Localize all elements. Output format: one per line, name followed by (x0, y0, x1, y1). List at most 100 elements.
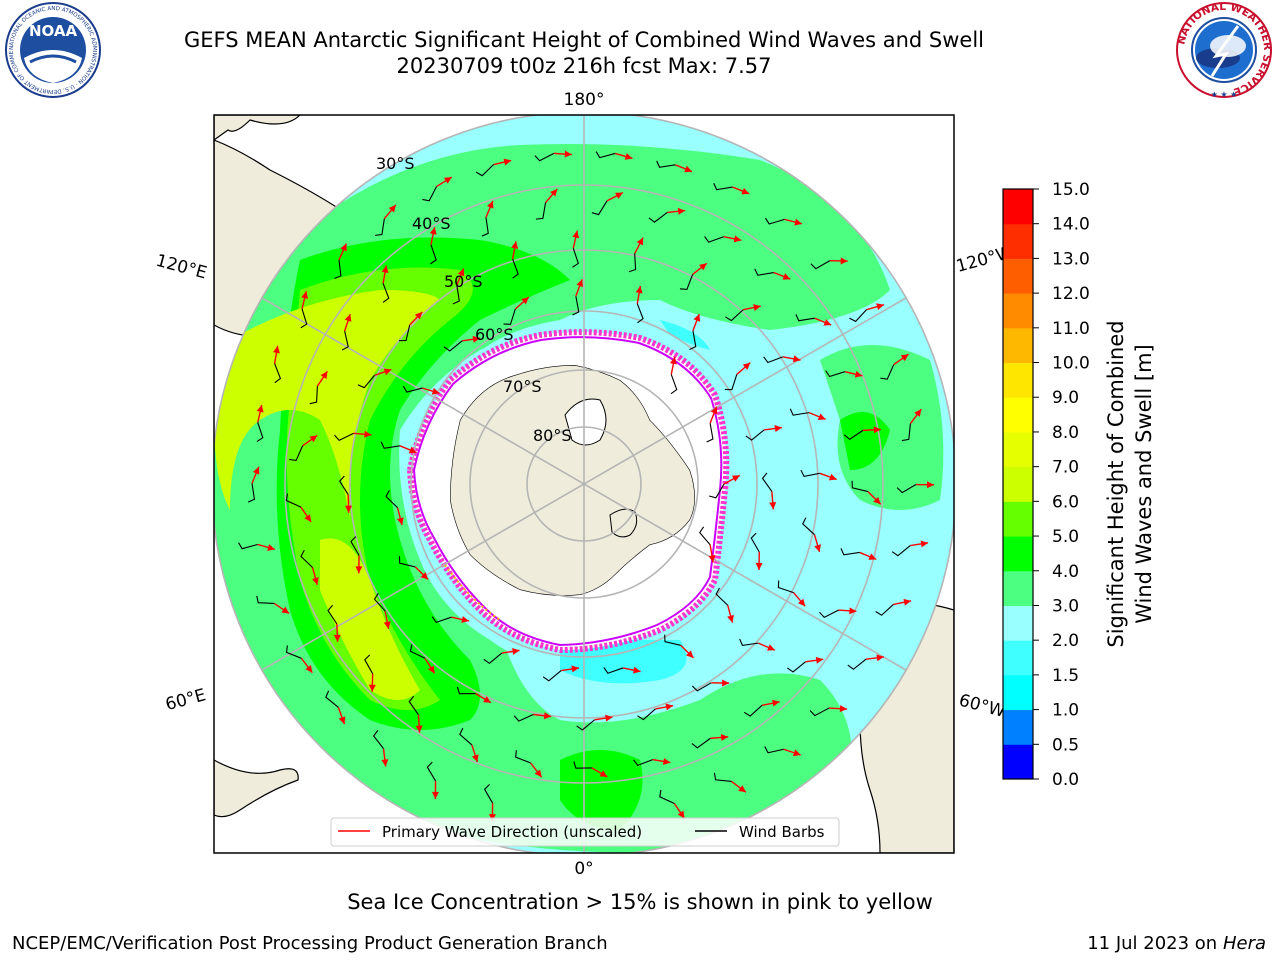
colorbar-ticks: 0.0 0.5 1.0 1.5 2.0 3.0 4.0 5.0 6.0 7.0 8.0 9.0 10.0… (1033, 180, 1090, 790)
colorbar-bin (1003, 327, 1033, 364)
colorbar-tick-label: 0.0 (1052, 770, 1079, 790)
lon-label-180: 180° (564, 90, 605, 110)
wind-barb (408, 695, 419, 716)
wind-barb (374, 218, 385, 236)
wave-direction-arrowhead (381, 265, 389, 274)
latitude-labels: 30°S 40°S 50°S 60°S 70°S 80°S (376, 154, 572, 445)
wave-direction-arrowhead (636, 237, 644, 246)
wave-direction-arrowhead (415, 725, 423, 733)
wind-barb (750, 532, 760, 553)
colorbar-tick-label: 11.0 (1052, 319, 1090, 339)
wave-direction-arrowhead (926, 481, 934, 489)
wave-direction-arrowhead (782, 273, 791, 280)
wave-direction-arrowhead (849, 607, 857, 615)
wind-barb (809, 707, 830, 717)
wind-barb (704, 236, 724, 243)
wave-direction-arrowhead (755, 562, 763, 570)
wind-barb (786, 661, 806, 673)
wind-barb (745, 429, 765, 441)
wind-barb (430, 244, 437, 265)
colorbar-bin (1003, 501, 1033, 537)
noaa-logo-text: NOAA (29, 22, 78, 40)
wind-barb (456, 686, 476, 695)
wave-direction-arrowhead (472, 335, 481, 343)
wind-barb (591, 200, 608, 216)
wave-direction-arrowhead (340, 243, 347, 252)
wind-barb (380, 441, 401, 449)
wave-direction-arrowhead (686, 650, 694, 658)
wind-barb (648, 212, 668, 223)
wave-direction-arrowhead (742, 362, 751, 370)
wave-direction-arrowhead (873, 426, 881, 434)
wind-barb (603, 667, 624, 674)
nws-logo: NATIONAL WEATHER SERVICE ★ ★ ★ (1175, 1, 1273, 99)
wave-direction-arrowhead (305, 664, 313, 673)
wave-direction-arrowhead (431, 791, 439, 799)
wave-direction-arrowhead (571, 665, 579, 673)
wave-direction-arrowhead (355, 566, 363, 574)
wave-direction-arrowhead (738, 785, 746, 793)
wave-direction-arrowhead (534, 769, 542, 778)
wave-direction-arrowhead (304, 514, 312, 523)
wind-barb (285, 493, 302, 508)
wind-barb (633, 759, 653, 767)
wave-direction-arrowhead (512, 647, 520, 655)
colorbar-bin (1003, 258, 1033, 294)
wave-direction-arrowhead (839, 705, 847, 713)
wave-direction-arrowhead (794, 218, 802, 226)
colorbar-bin (1003, 744, 1033, 780)
colorbar-bin (1003, 431, 1033, 468)
wave-direction-arrowhead (483, 696, 491, 703)
wind-barb (764, 746, 784, 754)
lat-label-80s: 80°S (533, 426, 572, 445)
wave-direction-arrowhead (727, 614, 734, 623)
wind-barb (238, 542, 258, 550)
wind-barb (802, 517, 815, 536)
wind-barb (825, 370, 846, 378)
wave-direction-arrowhead (443, 177, 452, 184)
wind-barb (443, 340, 463, 352)
wind-barb (656, 160, 676, 168)
wind-barb (763, 356, 784, 364)
wave-direction-arrowhead (920, 540, 929, 548)
wave-direction-arrowhead (722, 679, 730, 687)
wave-direction-arrowhead (792, 355, 801, 363)
wind-barb (679, 274, 694, 291)
wind-barb (422, 186, 437, 202)
wind-barb (402, 385, 423, 393)
wave-direction-arrowhead (684, 165, 693, 173)
wind-barb (754, 268, 774, 276)
wind-barb (761, 472, 773, 492)
colorbar-tick-label: 8.0 (1052, 423, 1079, 443)
colorbar-bin (1003, 640, 1033, 676)
wind-barb (350, 536, 360, 556)
wind-barb (875, 604, 894, 616)
wave-direction-arrowhead (868, 553, 877, 560)
wave-direction-arrowhead (873, 496, 881, 505)
colorbar-tick-label: 5.0 (1052, 527, 1079, 547)
wave-direction-arrowhead (344, 314, 352, 322)
wind-barb (334, 432, 354, 442)
wind-barb (628, 253, 637, 273)
wind-barb (503, 308, 516, 325)
wave-direction-arrowhead (550, 188, 558, 197)
wind-barb (573, 761, 592, 769)
wave-direction-arrowhead (900, 354, 909, 362)
wind-barb (777, 580, 794, 594)
legend-label-wind-barbs: Wind Barbs (739, 823, 825, 841)
wave-direction-arrowhead (615, 192, 623, 199)
wave-direction-arrowhead (731, 475, 740, 482)
wave-direction-arrowhead (320, 371, 328, 379)
wave-direction-arrowhead (572, 230, 580, 239)
wind-barb (475, 164, 495, 177)
wave-direction-arrowhead (693, 313, 701, 322)
wave-direction-arrowhead (414, 311, 423, 320)
wave-direction-arrowhead (624, 153, 633, 160)
wind-barb (325, 690, 339, 708)
wind-barb (459, 727, 473, 746)
colorbar-tick-label: 9.0 (1052, 388, 1079, 408)
wind-barb (789, 408, 810, 416)
colorbar-bins (1003, 189, 1033, 780)
wave-direction-arrowhead (521, 297, 529, 305)
